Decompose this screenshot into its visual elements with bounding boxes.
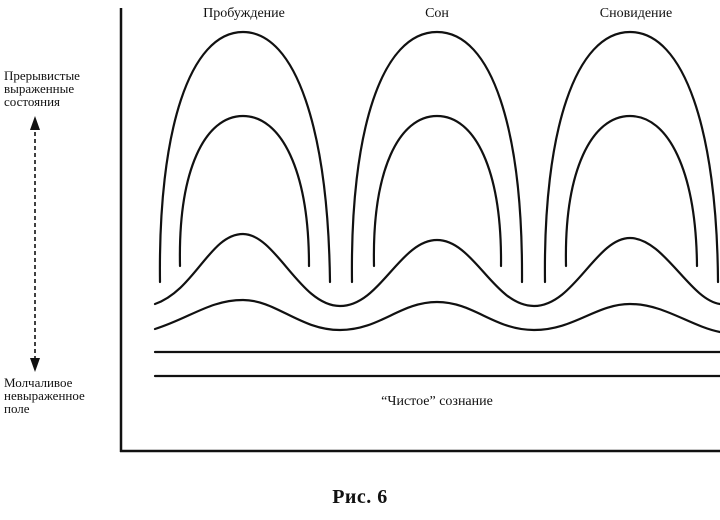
inner-arch-waking: [178, 114, 311, 268]
label-expressed-states-line-3: состояния: [4, 94, 60, 109]
inner-arch-sleep: [372, 114, 503, 268]
label-expressed-states: Прерывистые выраженные состояния: [4, 69, 80, 108]
range-arrow-top-head: [30, 116, 40, 130]
label-silent-field-line-2: невыраженное: [4, 388, 85, 403]
outer-arch-waking: [158, 30, 332, 284]
outer-arch-dreaming: [543, 30, 720, 284]
label-expressed-states-line-2: выраженные: [4, 81, 75, 96]
lower-wave: [153, 298, 720, 334]
figure-caption: Рис. 6: [332, 486, 388, 508]
upper-wave: [153, 232, 720, 308]
phase-label-sleep: Сон: [425, 6, 449, 21]
outer-arch-sleep: [350, 30, 524, 284]
range-arrow-bottom-head: [30, 358, 40, 372]
phase-label-dreaming: Сновидение: [599, 6, 673, 21]
pure-consciousness-label: “Чистое” сознание: [381, 394, 493, 409]
phase-label-waking: Пробуждение: [203, 6, 285, 21]
inner-arch-dreaming: [564, 114, 699, 268]
label-silent-field-line-3: поле: [4, 401, 30, 416]
label-silent-field-line-1: Молчаливое: [4, 375, 73, 390]
label-expressed-states-line-1: Прерывистые: [4, 68, 80, 83]
label-silent-field: Молчаливое невыраженное поле: [4, 376, 85, 415]
